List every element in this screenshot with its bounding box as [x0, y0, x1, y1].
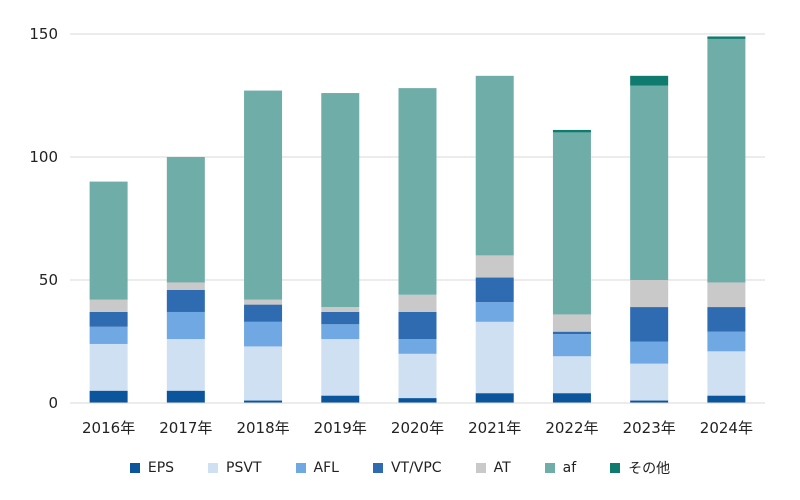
legend-label: EPS	[147, 460, 175, 476]
bar-segment	[89, 326, 128, 344]
legend-swatch	[129, 463, 140, 473]
x-tick-label: 2023年	[623, 419, 676, 437]
legend-swatch	[544, 463, 555, 473]
bar-segment	[89, 390, 128, 403]
bar-segment	[321, 93, 360, 308]
bar-segment	[244, 90, 283, 300]
bar-segment	[244, 304, 283, 322]
legend-item: AT	[475, 460, 511, 476]
bar-segment	[630, 280, 669, 308]
bar-segment	[475, 393, 514, 403]
bar-segment	[630, 307, 669, 342]
bar-segment	[707, 38, 746, 283]
y-tick-label: 100	[29, 148, 58, 166]
y-tick-label: 50	[39, 271, 58, 289]
bar-segment	[244, 400, 283, 403]
legend-item: af	[544, 460, 577, 476]
bar-segment	[166, 289, 205, 312]
legend-label: その他	[628, 461, 671, 477]
x-tick-label: 2024年	[700, 419, 753, 437]
legend-label: af	[562, 460, 577, 476]
bar-segment	[707, 36, 746, 39]
bar-segment	[552, 334, 591, 357]
bar-segment	[475, 277, 514, 303]
legend-item: VT/VPC	[372, 460, 442, 476]
legend-swatch	[610, 463, 621, 473]
bar-segment	[244, 346, 283, 401]
bar-segment	[552, 129, 591, 133]
bar-segment	[398, 311, 437, 340]
bar-segment	[630, 75, 669, 86]
legend-item: AFL	[295, 460, 339, 476]
bar-segment	[707, 395, 746, 403]
bar-segment	[89, 311, 128, 327]
bar-segment	[552, 356, 591, 394]
legend-item: PSVT	[208, 460, 262, 476]
legend-swatch	[475, 463, 486, 473]
legend-swatch	[372, 463, 383, 473]
chart-legend: EPS PSVT AFL VT/VPC AT af その他	[0, 456, 800, 480]
bar-segment	[166, 390, 205, 403]
bar-segment	[630, 400, 669, 403]
bar-segment	[552, 314, 591, 332]
legend-label: AT	[493, 460, 511, 476]
x-tick-label: 2016年	[82, 419, 135, 437]
bar-segment	[244, 321, 283, 347]
bar-segment	[321, 395, 360, 403]
bar-segment	[398, 88, 437, 295]
bar-segment	[166, 339, 205, 391]
bar-segment	[707, 307, 746, 332]
bar-segment	[630, 363, 669, 401]
x-tick-label: 2018年	[236, 419, 289, 437]
bar-segment	[552, 132, 591, 315]
x-tick-label: 2022年	[545, 419, 598, 437]
bar-segment	[89, 299, 128, 312]
bar-segment	[630, 341, 669, 364]
bar-segment	[166, 157, 205, 283]
x-tick-label: 2019年	[314, 419, 367, 437]
legend-label: AFL	[313, 460, 339, 476]
bar-segment	[166, 282, 205, 290]
bar-segment	[89, 343, 128, 391]
legend-label: VT/VPC	[390, 460, 442, 476]
bar-segment	[398, 294, 437, 312]
x-tick-label: 2017年	[159, 419, 212, 437]
legend-swatch	[295, 463, 306, 473]
bar-segment	[166, 311, 205, 340]
bar-segment	[707, 282, 746, 308]
bar-segment	[398, 398, 437, 403]
bar-segment	[321, 324, 360, 340]
legend-swatch	[208, 463, 219, 473]
bar-segment	[707, 351, 746, 396]
bar-segment	[552, 393, 591, 403]
legend-label: PSVT	[226, 460, 262, 476]
bar-segment	[398, 339, 437, 354]
bar-segment	[398, 353, 437, 399]
bar-segment	[475, 255, 514, 278]
bar-segment	[475, 321, 514, 394]
y-tick-label: 0	[48, 394, 58, 412]
bar-segment	[475, 75, 514, 256]
x-tick-label: 2021年	[468, 419, 521, 437]
bar-segment	[630, 85, 669, 280]
y-tick-label: 150	[29, 25, 58, 43]
bar-segment	[89, 181, 128, 300]
x-tick-label: 2020年	[391, 419, 444, 437]
bar-segment	[321, 311, 360, 325]
bar-segment	[475, 302, 514, 322]
bar-segment	[321, 307, 360, 312]
bar-segment	[321, 339, 360, 396]
bar-segment	[552, 331, 591, 335]
legend-item: その他	[610, 458, 670, 478]
bar-segment	[244, 299, 283, 305]
bar-segment	[707, 331, 746, 352]
legend-item: EPS	[129, 460, 175, 476]
